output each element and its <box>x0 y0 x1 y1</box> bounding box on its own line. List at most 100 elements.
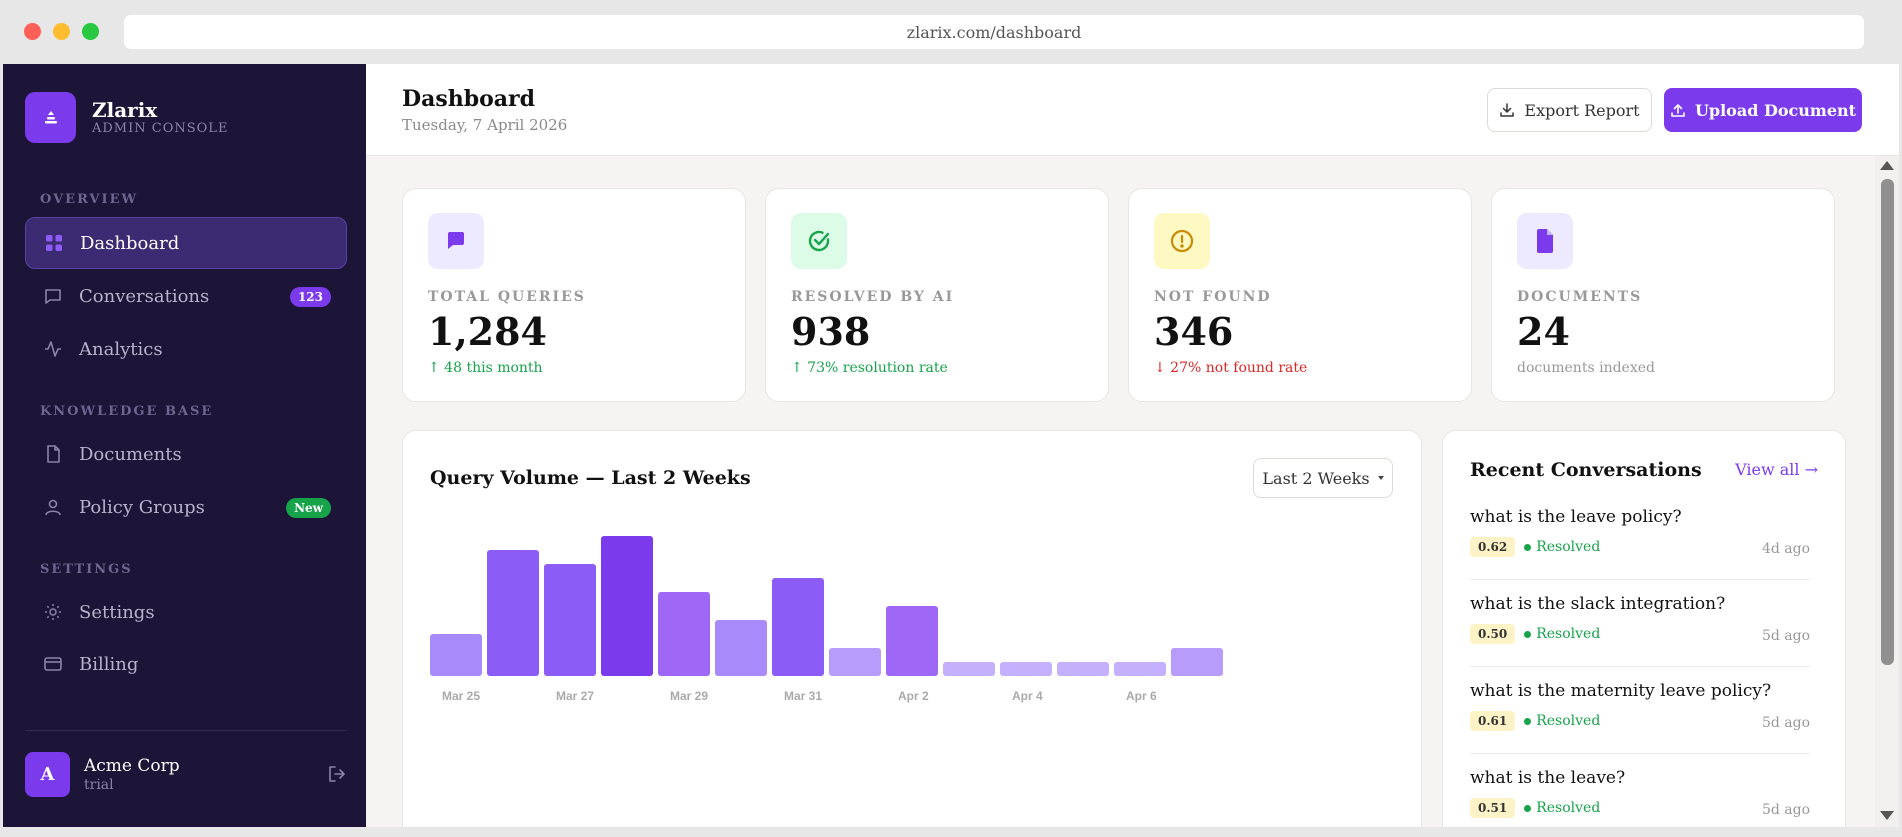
brand-name: Zlarix <box>92 97 158 122</box>
conversation-item[interactable]: what is the leave policy? 0.62 Resolved … <box>1470 507 1810 594</box>
x-tick-label: Mar 25 <box>442 689 480 703</box>
gear-icon <box>43 602 63 622</box>
chart-title: Query Volume — Last 2 Weeks <box>430 467 751 489</box>
bar-apr-3[interactable] <box>943 662 995 676</box>
maximize-window-button[interactable] <box>82 23 99 40</box>
bar-mar-27[interactable] <box>544 564 596 676</box>
page-title: Dashboard <box>402 86 535 112</box>
bar-mar-28[interactable] <box>601 536 653 676</box>
conversation-time: 5d ago <box>1761 628 1810 644</box>
user-name: Acme Corp <box>84 755 180 776</box>
user-plan: trial <box>84 776 114 793</box>
conversation-time: 5d ago <box>1761 715 1810 731</box>
sidebar-item-label: Conversations <box>79 285 210 307</box>
section-label-overview: OVERVIEW <box>40 192 139 207</box>
bar-mar-29[interactable] <box>658 592 710 676</box>
confidence-score: 0.50 <box>1470 624 1516 644</box>
status-badge: Resolved <box>1524 626 1600 642</box>
scroll-down-arrow-icon[interactable] <box>1880 811 1894 820</box>
brand-logo-icon <box>25 92 76 143</box>
minimize-window-button[interactable] <box>53 23 70 40</box>
activity-icon <box>43 339 63 359</box>
recent-conversations-card: Recent Conversations View all → what is … <box>1442 430 1846 827</box>
export-report-button[interactable]: Export Report <box>1487 88 1652 132</box>
view-all-link[interactable]: View all → <box>1735 460 1818 479</box>
page-date: Tuesday, 7 April 2026 <box>402 116 568 134</box>
status-badge: Resolved <box>1524 539 1600 555</box>
sidebar-item-label: Analytics <box>79 338 163 360</box>
range-dropdown[interactable]: Last 2 Weeks <box>1253 458 1393 498</box>
conversation-question: what is the leave policy? <box>1470 507 1682 527</box>
bar-mar-25[interactable] <box>430 634 482 676</box>
section-label-knowledge-base: KNOWLEDGE BASE <box>40 404 214 419</box>
sidebar-item-analytics[interactable]: Analytics <box>25 323 347 375</box>
x-tick-label: Apr 2 <box>898 689 929 703</box>
bar-apr-6[interactable] <box>1114 662 1166 676</box>
sidebar-item-billing[interactable]: Billing <box>25 638 347 690</box>
stat-value: 1,284 <box>428 309 547 354</box>
export-report-label: Export Report <box>1524 100 1640 120</box>
logout-icon[interactable] <box>327 764 347 788</box>
query-volume-chart: Mar 25 Mar 27 Mar 29 Mar 31 Apr 2 Apr 4 Apr 6 <box>430 536 1223 703</box>
sidebar-item-conversations[interactable]: Conversations 123 <box>25 270 347 322</box>
grid-icon <box>44 233 64 253</box>
sidebar-item-documents[interactable]: Documents <box>25 428 347 480</box>
stat-value: 24 <box>1517 309 1570 354</box>
stat-label: TOTAL QUERIES <box>428 289 586 305</box>
url-bar[interactable]: zlarix.com/dashboard <box>124 15 1864 49</box>
stat-card-resolved-by-ai: RESOLVED BY AI 938 ↑ 73% resolution rate <box>765 188 1109 402</box>
user-profile[interactable]: A Acme Corp trial <box>25 752 347 797</box>
divider <box>1470 753 1810 754</box>
brand[interactable]: Zlarix ADMIN CONSOLE <box>25 92 228 143</box>
close-window-button[interactable] <box>24 23 41 40</box>
stat-label: RESOLVED BY AI <box>791 289 955 305</box>
recent-title: Recent Conversations <box>1470 459 1702 481</box>
chat-bubble-icon <box>428 213 484 269</box>
new-badge: New <box>286 498 331 518</box>
avatar: A <box>25 752 70 797</box>
status-badge: Resolved <box>1524 800 1600 816</box>
bar-apr-7[interactable] <box>1171 648 1223 676</box>
scroll-thumb[interactable] <box>1881 179 1894 665</box>
main-content: Dashboard Tuesday, 7 April 2026 Export R… <box>366 64 1899 827</box>
bar-apr-2[interactable] <box>886 606 938 676</box>
sidebar-item-settings[interactable]: Settings <box>25 586 347 638</box>
sidebar-item-label: Billing <box>79 653 139 675</box>
confidence-score: 0.61 <box>1470 711 1516 731</box>
stat-card-not-found: NOT FOUND 346 ↓ 27% not found rate <box>1128 188 1472 402</box>
x-tick-label: Apr 4 <box>1012 689 1043 703</box>
divider <box>1470 579 1810 580</box>
bar-mar-30[interactable] <box>715 620 767 676</box>
stat-card-total-queries: TOTAL QUERIES 1,284 ↑ 48 this month <box>402 188 746 402</box>
conversation-item[interactable]: what is the slack integration? 0.50 Reso… <box>1470 594 1810 681</box>
bar-apr-5[interactable] <box>1057 662 1109 676</box>
sidebar-item-policy-groups[interactable]: Policy Groups New <box>25 481 347 533</box>
bar-apr-1[interactable] <box>829 648 881 676</box>
file-icon <box>1517 213 1573 269</box>
confidence-score: 0.62 <box>1470 537 1516 557</box>
bar-mar-31[interactable] <box>772 578 824 676</box>
upload-document-button[interactable]: Upload Document <box>1664 88 1862 132</box>
stat-subtext: documents indexed <box>1517 360 1655 376</box>
stat-card-documents: DOCUMENTS 24 documents indexed <box>1491 188 1835 402</box>
vertical-scrollbar[interactable] <box>1875 156 1899 827</box>
sidebar: Zlarix ADMIN CONSOLE OVERVIEW Dashboard … <box>3 64 366 827</box>
stat-trend: ↓ 27% not found rate <box>1154 360 1308 376</box>
sidebar-item-dashboard[interactable]: Dashboard <box>25 217 347 269</box>
upload-icon <box>1671 104 1685 117</box>
check-circle-icon <box>791 213 847 269</box>
conversation-item[interactable]: what is the maternity leave policy? 0.61… <box>1470 681 1810 768</box>
bar-apr-4[interactable] <box>1000 662 1052 676</box>
sidebar-item-label: Policy Groups <box>79 496 205 518</box>
range-dropdown-label: Last 2 Weeks <box>1262 468 1370 488</box>
x-tick-label: Mar 29 <box>670 689 708 703</box>
conversation-time: 4d ago <box>1761 541 1810 557</box>
section-label-settings: SETTINGS <box>40 562 133 577</box>
sidebar-item-label: Documents <box>79 443 182 465</box>
conversation-item[interactable]: what is the leave? 0.51 Resolved 5d ago <box>1470 768 1810 827</box>
download-icon <box>1500 103 1515 117</box>
x-tick-label: Mar 27 <box>556 689 594 703</box>
x-tick-label: Apr 6 <box>1126 689 1157 703</box>
scroll-up-arrow-icon[interactable] <box>1880 161 1894 170</box>
bar-mar-26[interactable] <box>487 550 539 676</box>
